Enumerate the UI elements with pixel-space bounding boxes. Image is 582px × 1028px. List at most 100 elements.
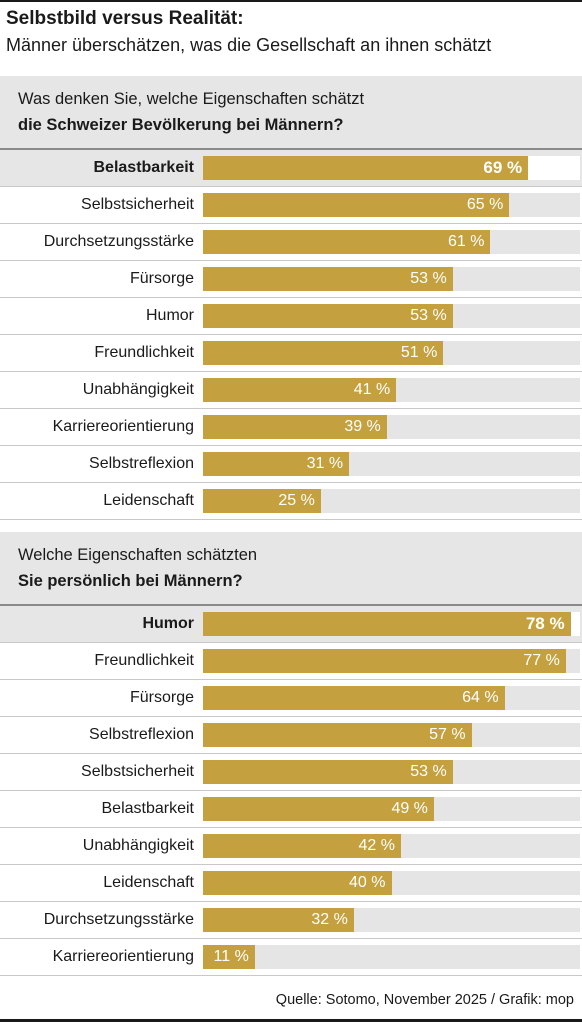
bar: 39 % bbox=[203, 415, 387, 439]
bar-track: 61 % bbox=[203, 230, 580, 254]
category-label: Unabhängigkeit bbox=[82, 837, 194, 854]
chart-title: Selbstbild versus Realität: bbox=[6, 8, 244, 29]
value-label: 64 % bbox=[462, 689, 499, 706]
question-1-line-2: die Schweizer Bevölkerung bei Männern? bbox=[18, 116, 344, 134]
bar-track: 39 % bbox=[203, 415, 580, 439]
bar: 65 % bbox=[203, 193, 510, 217]
bar: 49 % bbox=[203, 797, 434, 821]
bar-track: 31 % bbox=[203, 452, 580, 476]
category-label: Durchsetzungsstärke bbox=[43, 911, 194, 928]
bar-row: Selbstreflexion 57 % bbox=[0, 717, 582, 754]
bar-row: Durchsetzungsstärke 32 % bbox=[0, 902, 582, 939]
bar-track: 69 % bbox=[203, 156, 580, 180]
bar: 61 % bbox=[203, 230, 491, 254]
bar-track: 40 % bbox=[203, 871, 580, 895]
value-label: 51 % bbox=[400, 344, 438, 361]
bar-row: Freundlichkeit 77 % bbox=[0, 643, 582, 680]
value-label: 69 % bbox=[483, 158, 523, 177]
category-label: Selbstreflexion bbox=[89, 726, 194, 743]
value-label: 78 % bbox=[525, 614, 565, 633]
bar-track: 64 % bbox=[203, 686, 580, 710]
question-box-1: Was denken Sie, welche Eigenschaften sch… bbox=[0, 76, 582, 150]
bar-row: Belastbarkeit 69 % bbox=[0, 150, 582, 187]
bottom-rule bbox=[0, 1019, 582, 1022]
question-2-line-2: Sie persönlich bei Männern? bbox=[18, 572, 243, 590]
bar: 53 % bbox=[203, 760, 453, 784]
category-label: Humor bbox=[142, 615, 194, 632]
category-label: Fürsorge bbox=[129, 689, 194, 706]
bar: 40 % bbox=[203, 871, 392, 895]
question-1-line-1: Was denken Sie, welche Eigenschaften sch… bbox=[18, 90, 365, 108]
bar-track: 32 % bbox=[203, 908, 580, 932]
bar: 64 % bbox=[203, 686, 505, 710]
bar-row: Selbstsicherheit 53 % bbox=[0, 754, 582, 791]
category-label: Karriereorientierung bbox=[52, 948, 194, 965]
category-label: Unabhängigkeit bbox=[82, 381, 194, 398]
bar-row: Humor 53 % bbox=[0, 298, 582, 335]
value-label: 41 % bbox=[353, 381, 391, 398]
bar: 32 % bbox=[203, 908, 354, 932]
bar-track: 53 % bbox=[203, 304, 580, 328]
category-label: Leidenschaft bbox=[103, 874, 194, 891]
bar-track: 42 % bbox=[203, 834, 580, 858]
category-label: Fürsorge bbox=[129, 270, 194, 287]
bar-row: Leidenschaft 25 % bbox=[0, 483, 582, 520]
category-label: Freundlichkeit bbox=[94, 344, 194, 361]
bar: 31 % bbox=[203, 452, 350, 476]
bar-track: 25 % bbox=[203, 489, 580, 513]
category-label: Durchsetzungsstärke bbox=[43, 233, 194, 250]
value-label: 25 % bbox=[278, 492, 315, 509]
value-label: 53 % bbox=[410, 763, 447, 780]
category-label: Selbstreflexion bbox=[89, 455, 194, 472]
bar-row: Selbstreflexion 31 % bbox=[0, 446, 582, 483]
value-label: 11 % bbox=[213, 948, 249, 965]
bar-row: Unabhängigkeit 41 % bbox=[0, 372, 582, 409]
source-note: Quelle: Sotomo, November 2025 / Grafik: … bbox=[275, 992, 574, 1008]
bar-row: Leidenschaft 40 % bbox=[0, 865, 582, 902]
bar: 53 % bbox=[203, 304, 453, 328]
value-label: 42 % bbox=[358, 837, 395, 854]
value-label: 49 % bbox=[391, 800, 428, 817]
bar-track: 49 % bbox=[203, 797, 580, 821]
category-label: Belastbarkeit bbox=[101, 800, 195, 817]
bar-track: 53 % bbox=[203, 267, 580, 291]
value-label: 53 % bbox=[410, 307, 447, 324]
category-label: Karriereorientierung bbox=[52, 418, 194, 435]
bar-row: Fürsorge 64 % bbox=[0, 680, 582, 717]
bar-track: 41 % bbox=[203, 378, 580, 402]
chart-subtitle: Männer überschätzen, was die Gesellschaf… bbox=[6, 35, 492, 55]
bar-row: Karriereorientierung 11 % bbox=[0, 939, 582, 976]
bar-track: 65 % bbox=[203, 193, 580, 217]
bar: 57 % bbox=[203, 723, 472, 747]
bar: 41 % bbox=[203, 378, 397, 402]
bar-row: Belastbarkeit 49 % bbox=[0, 791, 582, 828]
value-label: 31 % bbox=[306, 455, 344, 472]
question-box-2: Welche Eigenschaften schätzten Sie persö… bbox=[0, 532, 582, 606]
bar: 11 % bbox=[203, 945, 255, 969]
bar: 77 % bbox=[203, 649, 566, 673]
value-label: 65 % bbox=[466, 196, 504, 213]
value-label: 32 % bbox=[311, 911, 348, 928]
value-label: 39 % bbox=[344, 418, 381, 435]
category-label: Selbstsicherheit bbox=[81, 196, 194, 213]
bar-row: Freundlichkeit 51 % bbox=[0, 335, 582, 372]
bar: 42 % bbox=[203, 834, 401, 858]
bar-row: Unabhängigkeit 42 % bbox=[0, 828, 582, 865]
bar-row: Karriereorientierung 39 % bbox=[0, 409, 582, 446]
bar: 78 % bbox=[203, 612, 571, 636]
bar-track: 11 % bbox=[203, 945, 580, 969]
bar: 25 % bbox=[203, 489, 321, 513]
question-2-line-1: Welche Eigenschaften schätzten bbox=[18, 546, 258, 564]
value-label: 40 % bbox=[349, 874, 386, 891]
category-label: Leidenschaft bbox=[103, 492, 194, 509]
bar-track: 57 % bbox=[203, 723, 580, 747]
value-label: 61 % bbox=[447, 233, 485, 250]
bar-row: Durchsetzungsstärke 61 % bbox=[0, 224, 582, 261]
bar: 69 % bbox=[203, 156, 529, 180]
bar-track: 78 % bbox=[203, 612, 580, 636]
bar-track: 77 % bbox=[203, 649, 580, 673]
bar-row: Selbstsicherheit 65 % bbox=[0, 187, 582, 224]
category-label: Humor bbox=[145, 307, 194, 324]
bar: 51 % bbox=[203, 341, 444, 365]
bar-row: Humor 78 % bbox=[0, 606, 582, 643]
